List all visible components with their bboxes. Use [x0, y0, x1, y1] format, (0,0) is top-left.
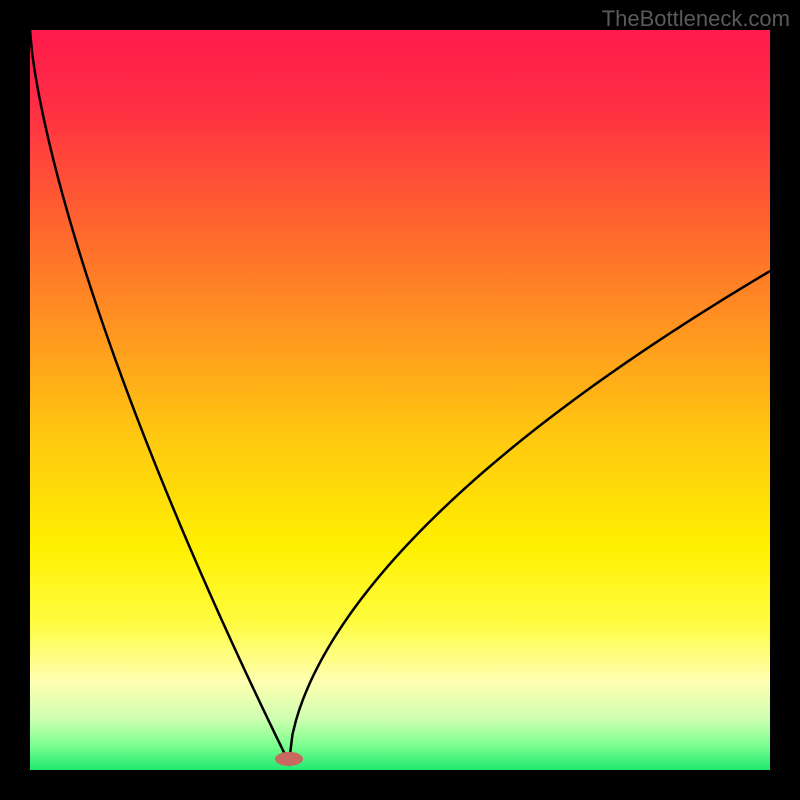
- chart-container: { "watermark": { "text": "TheBottleneck.…: [0, 0, 800, 800]
- plot-background: [30, 30, 770, 770]
- minimum-marker: [275, 752, 303, 766]
- chart-svg: [0, 0, 800, 800]
- watermark-text: TheBottleneck.com: [602, 6, 790, 32]
